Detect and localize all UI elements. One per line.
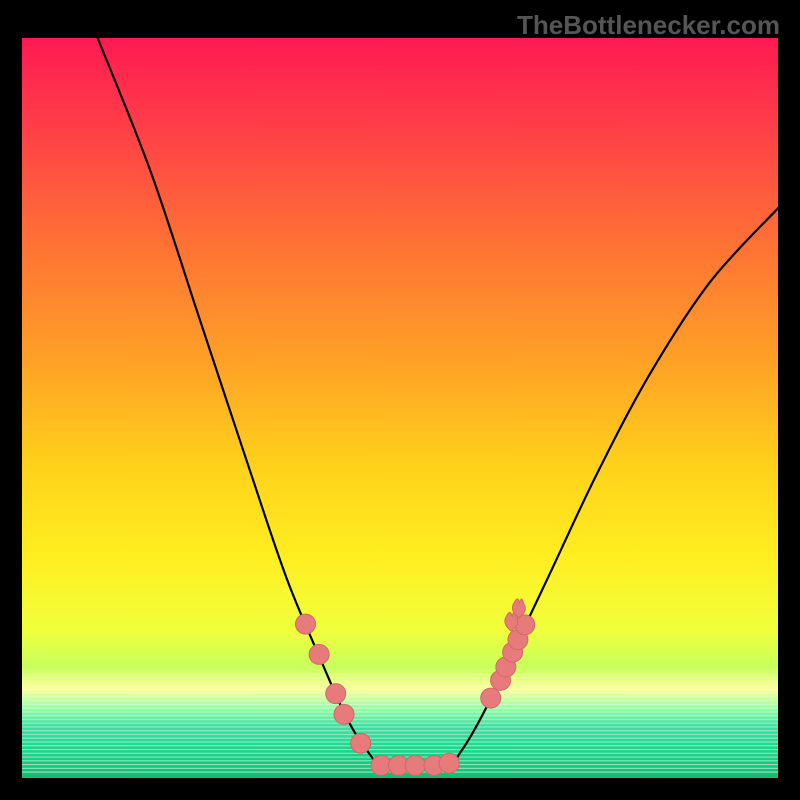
watermark-text: TheBottlenecker.com (517, 10, 780, 41)
bottleneck-chart (22, 38, 778, 778)
marker-left (351, 733, 371, 753)
marker-right (481, 688, 501, 708)
marker-flat (405, 755, 425, 775)
marker-left (334, 704, 354, 724)
marker-left (309, 644, 329, 664)
marker-flat (439, 753, 459, 773)
marker-left (326, 684, 346, 704)
gradient-background (22, 38, 778, 778)
marker-right (515, 615, 535, 635)
chart-container: TheBottlenecker.com (0, 0, 800, 800)
marker-left (296, 614, 316, 634)
